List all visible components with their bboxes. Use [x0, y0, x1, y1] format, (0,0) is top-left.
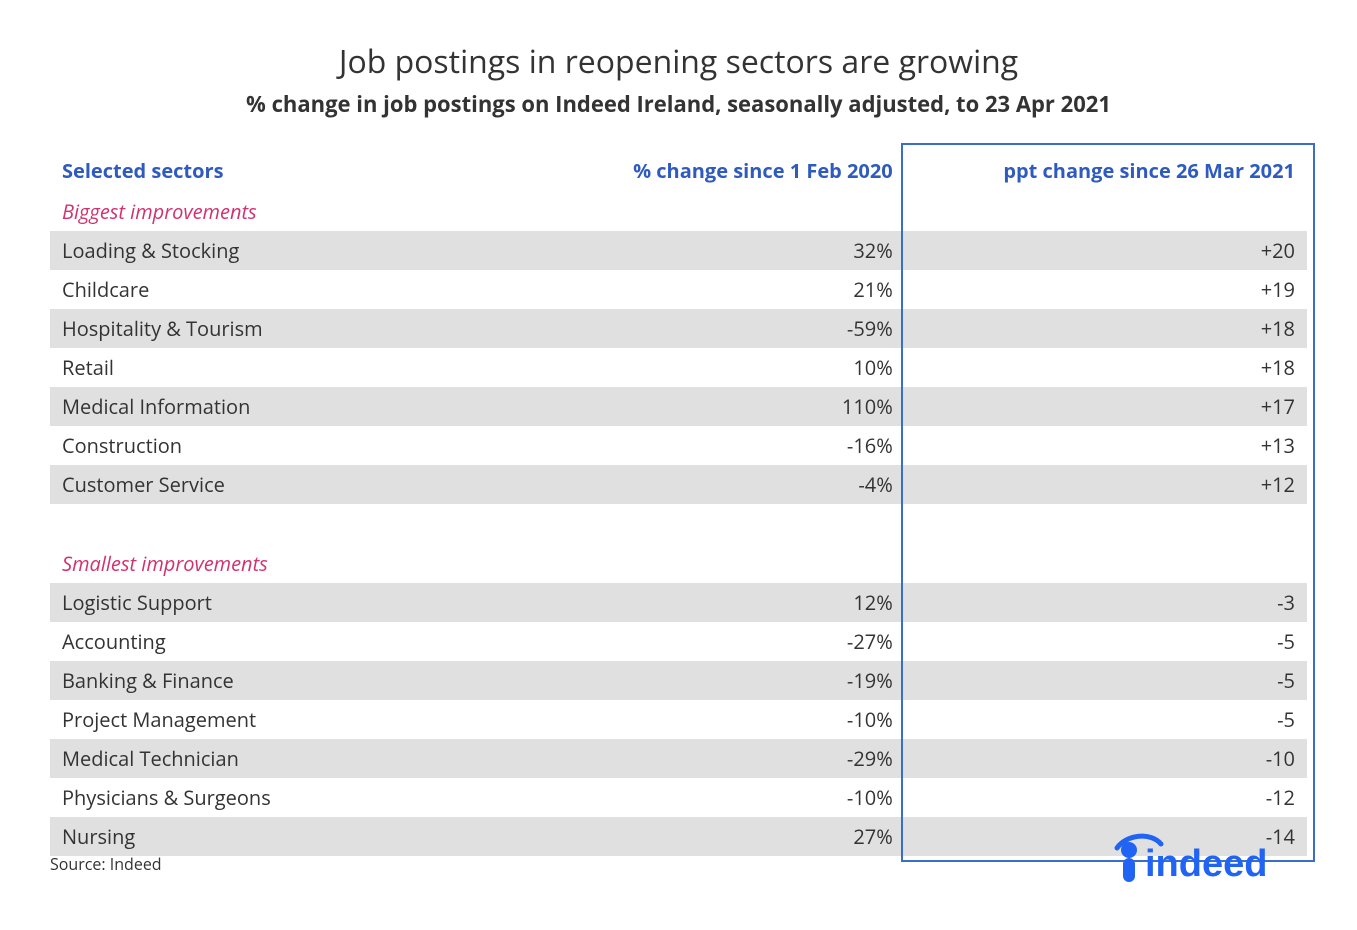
cell-ppt: -5: [905, 661, 1307, 700]
table-row: Retail10%+18: [50, 348, 1307, 387]
table-row: Childcare21%+19: [50, 270, 1307, 309]
section-label-row: Biggest improvements: [50, 192, 1307, 231]
col-header-sector: Selected sectors: [50, 149, 553, 192]
cell-sector: Accounting: [50, 622, 553, 661]
cell-sector: Customer Service: [50, 465, 553, 504]
cell-ppt: +18: [905, 348, 1307, 387]
cell-pct: 110%: [553, 387, 905, 426]
source-note: Source: Indeed: [50, 853, 162, 875]
cell-ppt: -3: [905, 583, 1307, 622]
svg-text:indeed: indeed: [1145, 843, 1267, 885]
cell-pct: 27%: [553, 817, 905, 856]
table-header-row: Selected sectors % change since 1 Feb 20…: [50, 149, 1307, 192]
cell-sector: Medical Technician: [50, 739, 553, 778]
col-header-ppt: ppt change since 26 Mar 2021: [905, 149, 1307, 192]
cell-sector: Retail: [50, 348, 553, 387]
cell-sector: Project Management: [50, 700, 553, 739]
indeed-logo: indeed: [1107, 830, 1297, 885]
cell-pct: 21%: [553, 270, 905, 309]
table-row: Customer Service-4%+12: [50, 465, 1307, 504]
cell-pct: -59%: [553, 309, 905, 348]
cell-pct: -4%: [553, 465, 905, 504]
cell-ppt: -10: [905, 739, 1307, 778]
cell-sector: Nursing: [50, 817, 553, 856]
table-row: Medical Technician-29%-10: [50, 739, 1307, 778]
section-label: Biggest improvements: [50, 192, 553, 231]
chart-title: Job postings in reopening sectors are gr…: [50, 40, 1307, 83]
table-row: Hospitality & Tourism-59%+18: [50, 309, 1307, 348]
cell-pct: -27%: [553, 622, 905, 661]
table-row: Project Management-10%-5: [50, 700, 1307, 739]
data-table: Selected sectors % change since 1 Feb 20…: [50, 149, 1307, 856]
table-row: Banking & Finance-19%-5: [50, 661, 1307, 700]
cell-pct: 12%: [553, 583, 905, 622]
cell-ppt: -12: [905, 778, 1307, 817]
cell-sector: Logistic Support: [50, 583, 553, 622]
cell-sector: Banking & Finance: [50, 661, 553, 700]
table-row: Construction-16%+13: [50, 426, 1307, 465]
cell-sector: Medical Information: [50, 387, 553, 426]
data-table-wrap: Selected sectors % change since 1 Feb 20…: [50, 149, 1307, 856]
cell-ppt: +13: [905, 426, 1307, 465]
section-label: Smallest improvements: [50, 544, 553, 583]
cell-pct: 10%: [553, 348, 905, 387]
table-row: Medical Information110%+17: [50, 387, 1307, 426]
cell-sector: Hospitality & Tourism: [50, 309, 553, 348]
cell-ppt: -5: [905, 622, 1307, 661]
table-row: Logistic Support12%-3: [50, 583, 1307, 622]
spacer-row: [50, 504, 1307, 544]
cell-ppt: +18: [905, 309, 1307, 348]
cell-pct: -10%: [553, 700, 905, 739]
cell-sector: Physicians & Surgeons: [50, 778, 553, 817]
cell-ppt: -5: [905, 700, 1307, 739]
col-header-pct: % change since 1 Feb 2020: [553, 149, 905, 192]
cell-pct: 32%: [553, 231, 905, 270]
cell-pct: -16%: [553, 426, 905, 465]
table-row: Physicians & Surgeons-10%-12: [50, 778, 1307, 817]
cell-ppt: +20: [905, 231, 1307, 270]
chart-subtitle: % change in job postings on Indeed Irela…: [50, 89, 1307, 119]
cell-ppt: +17: [905, 387, 1307, 426]
table-row: Loading & Stocking32%+20: [50, 231, 1307, 270]
cell-ppt: +12: [905, 465, 1307, 504]
section-label-row: Smallest improvements: [50, 544, 1307, 583]
cell-pct: -29%: [553, 739, 905, 778]
cell-pct: -10%: [553, 778, 905, 817]
cell-sector: Construction: [50, 426, 553, 465]
cell-ppt: +19: [905, 270, 1307, 309]
cell-sector: Loading & Stocking: [50, 231, 553, 270]
cell-pct: -19%: [553, 661, 905, 700]
table-row: Accounting-27%-5: [50, 622, 1307, 661]
cell-sector: Childcare: [50, 270, 553, 309]
